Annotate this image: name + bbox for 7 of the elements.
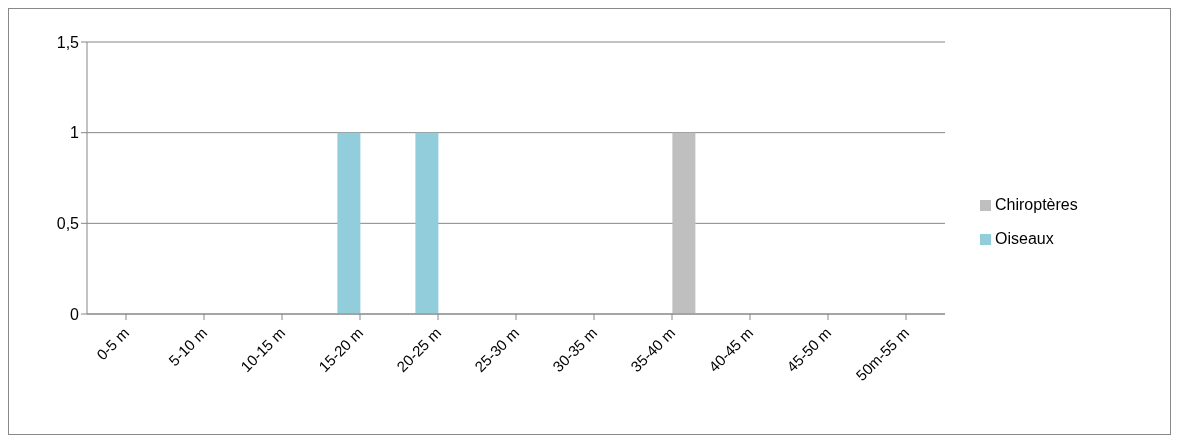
x-tick-label: 0-5 m	[92, 324, 133, 364]
y-tick-label: 0	[70, 305, 80, 323]
y-tick-label: 0,5	[56, 215, 80, 233]
legend-label: Oiseaux	[995, 229, 1054, 247]
y-tick-label: 1,5	[56, 33, 80, 51]
y-tick-label: 1	[70, 124, 80, 142]
legend-label: Chiroptères	[995, 195, 1078, 213]
